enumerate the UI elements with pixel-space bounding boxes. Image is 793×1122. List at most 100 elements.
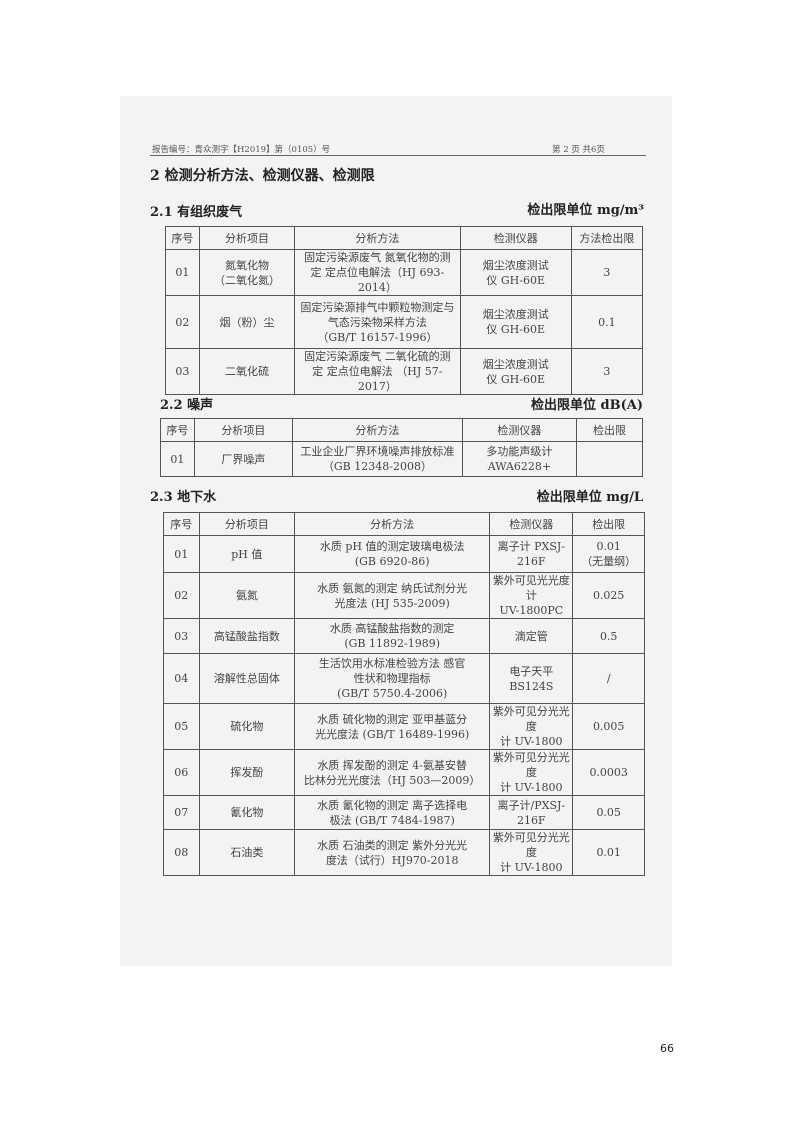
table-cell: 工业企业厂界环境噪声排放标准 （GB 12348-2008）: [292, 441, 463, 477]
table-cell: 02: [165, 295, 200, 349]
section-title: 2 检测分析方法、检测仪器、检测限: [150, 168, 375, 184]
column-header: 检出限: [576, 418, 643, 442]
column-header: 分析方法: [294, 512, 491, 536]
table-cell: 0.01 （无量纲）: [572, 535, 645, 573]
table-noise: 序号 分析项目 分析方法 检测仪器 检出限 01 厂界噪声 工业企业厂界环境噪声排放标准 （G…: [160, 418, 643, 477]
table-cell: 水质 高锰酸盐指数的测定 (GB 11892-1989): [294, 618, 491, 654]
section-title-2-3: 2.3 地下水: [150, 490, 217, 505]
table-cell: 固定污染源废气 二氧化硫的测 定 定点位电解法 （HJ 57-2017）: [294, 348, 461, 395]
table-cell: 0.01: [572, 829, 645, 876]
table-cell: 固定污染源废气 氮氧化物的测 定 定点位电解法（HJ 693-2014）: [294, 249, 461, 296]
table-cell: 高锰酸盐指数: [198, 618, 296, 654]
unit-label-2-1: 检出限单位 mg/m³: [527, 203, 644, 218]
table-cell: 石油类: [198, 829, 296, 876]
table-cell: 03: [163, 618, 200, 654]
table-cell: [576, 441, 643, 477]
table-cell: /: [572, 653, 645, 704]
table-cell: 电子天平 BS124S: [489, 653, 574, 704]
column-header: 检测仪器: [489, 512, 574, 536]
table-cell: 氰化物: [198, 795, 296, 830]
table-cell: 挥发酚: [198, 749, 296, 796]
table-cell: 0.025: [572, 572, 645, 619]
table-cell: 01: [165, 249, 200, 296]
column-header: 检测仪器: [461, 418, 578, 442]
table-cell: 厂界噪声: [193, 441, 294, 477]
table-cell: 0.05: [572, 795, 645, 830]
table-cell: 烟尘浓度测试 仪 GH-60E: [459, 249, 572, 296]
table-row: 03 二氧化硫 固定污染源废气 二氧化硫的测 定 定点位电解法 （HJ 57-201…: [165, 348, 644, 395]
page-number: 66: [660, 1042, 674, 1055]
table-cell: 烟尘浓度测试 仪 GH-60E: [459, 348, 572, 395]
table-cell: 二氧化硫: [198, 348, 296, 395]
table-row: 01 厂界噪声 工业企业厂界环境噪声排放标准 （GB 12348-2008） 多功能声…: [160, 441, 643, 477]
column-header: 分析项目: [193, 418, 294, 442]
section-title-2-2: 2.2 噪声: [160, 398, 214, 413]
table-cell: 01: [160, 441, 195, 477]
table-row: 02 烟（粉）尘 固定污染源排气中颗粒物测定与 气态污染物采样方法 （GB/T 16…: [165, 295, 644, 349]
table-cell: 水质 氨氮的测定 纳氏试剂分光 光度法 (HJ 535-2009): [294, 572, 491, 619]
header-row: 序号 分析项目 分析方法 检测仪器 检出限: [163, 512, 645, 536]
column-header: 分析项目: [198, 226, 296, 250]
table-cell: 溶解性总固体: [198, 653, 296, 704]
table-cell: 04: [163, 653, 200, 704]
table-cell: 水质 氰化物的测定 离子选择电 极法 (GB/T 7484-1987): [294, 795, 491, 830]
table-cell: 水质 挥发酚的测定 4-氨基安替 比林分光光度法（HJ 503—2009）: [294, 749, 491, 796]
table-cell: 硫化物: [198, 703, 296, 750]
table-groundwater: 序号 分析项目 分析方法 检测仪器 检出限 01 pH 值水质 pH 值的测定玻璃电极法 (…: [163, 512, 645, 876]
table-row: 05 硫化物 水质 硫化物的测定 亚甲基蓝分 光光度法 (GB/T 16489-19…: [163, 703, 645, 750]
column-header: 分析方法: [292, 418, 463, 442]
column-header: 序号: [165, 226, 200, 250]
table-cell: 烟（粉）尘: [198, 295, 296, 349]
unit-label-2-2: 检出限单位 dB(A): [531, 398, 643, 413]
table-cell: 固定污染源排气中颗粒物测定与 气态污染物采样方法 （GB/T 16157-199…: [294, 295, 461, 349]
table-cell: 紫外可见光光度计 UV-1800PC: [489, 572, 574, 619]
column-header: 检出限: [572, 512, 645, 536]
table-cell: 0.5: [572, 618, 645, 654]
table-row: 04 溶解性总固体 生活饮用水标准检验方法 感官 性状和物理指标 (GB/T 575…: [163, 653, 645, 704]
table-row: 06 挥发酚 水质 挥发酚的测定 4-氨基安替 比林分光光度法（HJ 503—200…: [163, 749, 645, 796]
table-cell: 03: [165, 348, 200, 395]
table-cell: 0.1: [570, 295, 644, 349]
column-header: 序号: [160, 418, 195, 442]
table-cell: 01: [163, 535, 200, 573]
column-header: 检测仪器: [459, 226, 572, 250]
table-cell: 紫外可见分光光度 计 UV-1800: [489, 703, 574, 750]
column-header: 分析项目: [198, 512, 296, 536]
table-cell: 紫外可见分光光度 计 UV-1800: [489, 749, 574, 796]
table-cell: 0.005: [572, 703, 645, 750]
table-cell: 02: [163, 572, 200, 619]
table-row: 02 氨氮 水质 氨氮的测定 纳氏试剂分光 光度法 (HJ 535-2009) 紫外可…: [163, 572, 645, 619]
table-row: 01 pH 值水质 pH 值的测定玻璃电极法 (GB 6920-86) 离子计 PX…: [163, 535, 645, 573]
section-title-2-1: 2.1 有组织废气: [150, 205, 243, 220]
table-cell: 06: [163, 749, 200, 796]
table-cell: 离子计/PXSJ-216F: [489, 795, 574, 830]
table-cell: 紫外可见分光光度 计 UV-1800: [489, 829, 574, 876]
table-cell: 多功能声级计 AWA6228+: [461, 441, 578, 477]
column-header: 方法检出限: [570, 226, 644, 250]
table-cell: 氮氧化物 （二氧化氮）: [198, 249, 296, 296]
unit-label-2-3: 检出限单位 mg/L: [536, 490, 643, 505]
table-row: 07 氰化物 水质 氰化物的测定 离子选择电 极法 (GB/T 7484-1987)…: [163, 795, 645, 830]
table-cell: 3: [570, 249, 644, 296]
table-row: 08 石油类 水质 石油类的测定 紫外分光光 度法（试行）HJ970-2018 紫外可…: [163, 829, 645, 876]
table-cell: 07: [163, 795, 200, 830]
table-row: 01 氮氧化物 （二氧化氮） 固定污染源废气 氮氧化物的测 定 定点位电解法（HJ …: [165, 249, 644, 296]
table-cell: 0.0003: [572, 749, 645, 796]
table-cell: 05: [163, 703, 200, 750]
table-cell: 氨氮: [198, 572, 296, 619]
page-info: 第 2 页 共6页: [552, 145, 605, 155]
header-row: 序号 分析项目 分析方法 检测仪器 方法检出限: [165, 226, 644, 250]
table-cell: 08: [163, 829, 200, 876]
table-cell: 水质 石油类的测定 紫外分光光 度法（试行）HJ970-2018: [294, 829, 491, 876]
column-header: 序号: [163, 512, 200, 536]
table-row: 03 高锰酸盐指数 水质 高锰酸盐指数的测定 (GB 11892-1989) 滴定管 0…: [163, 618, 645, 654]
table-cell: 滴定管: [489, 618, 574, 654]
header-row: 序号 分析项目 分析方法 检测仪器 检出限: [160, 418, 643, 442]
table-cell: 离子计 PXSJ-216F: [489, 535, 574, 573]
table-cell: 烟尘浓度测试 仪 GH-60E: [459, 295, 572, 349]
table-cell: 水质 硫化物的测定 亚甲基蓝分 光光度法 (GB/T 16489-1996): [294, 703, 491, 750]
column-header: 分析方法: [294, 226, 461, 250]
table-cell: 水质 pH 值的测定玻璃电极法 (GB 6920-86): [294, 535, 491, 573]
table-waste-gas: 序号 分析项目 分析方法 检测仪器 方法检出限 01 氮氧化物 （二氧化氮） 固定污染源废气 …: [165, 226, 644, 395]
table-cell: 生活饮用水标准检验方法 感官 性状和物理指标 (GB/T 5750.4-2006…: [294, 653, 491, 704]
